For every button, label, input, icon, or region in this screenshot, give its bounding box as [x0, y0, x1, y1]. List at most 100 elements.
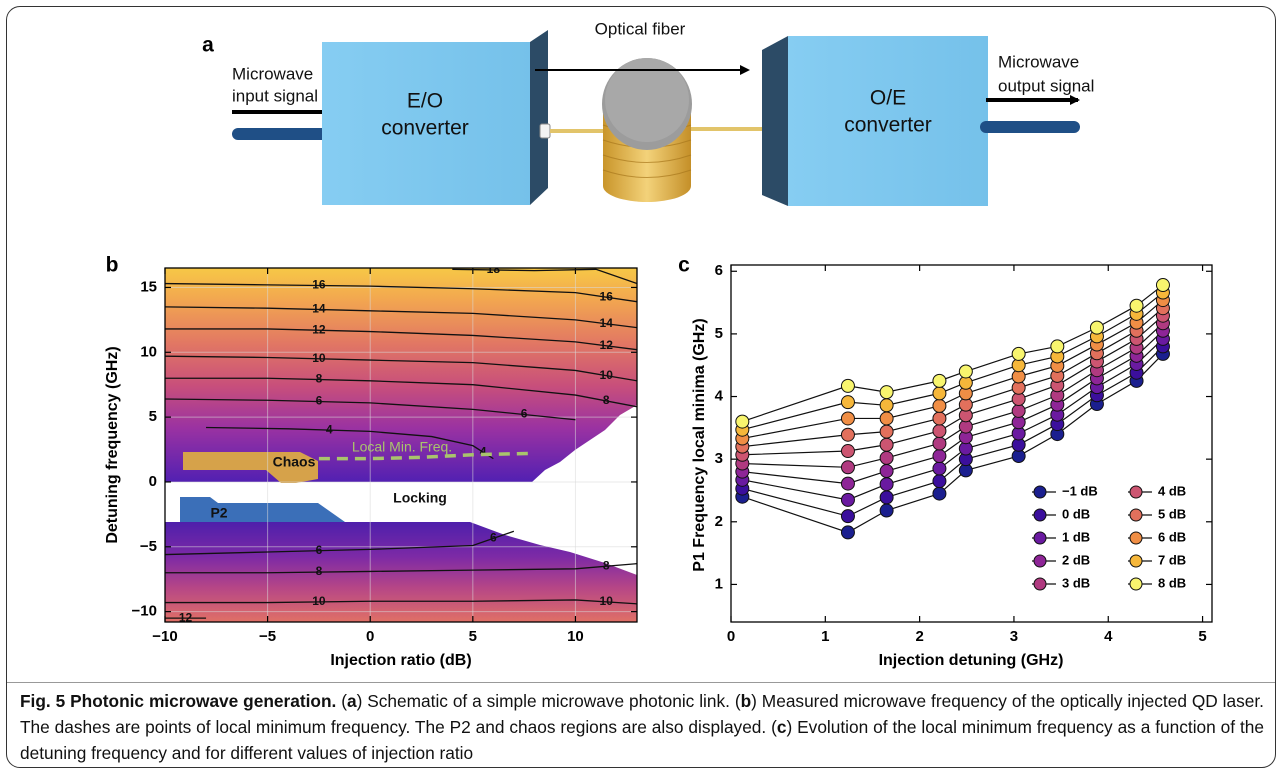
series-line: [742, 307, 1164, 448]
legend-marker: [1129, 554, 1143, 568]
data-point: [879, 490, 894, 505]
data-point: [840, 492, 855, 507]
contour-label: 14: [312, 302, 326, 316]
eo-label: converter: [381, 117, 469, 140]
series-line: [742, 299, 1164, 440]
fiber-spool: [603, 170, 691, 202]
series-line: [742, 330, 1164, 485]
y-tick-label: 15: [140, 278, 157, 295]
data-point: [879, 424, 894, 439]
y-tick-label: 1: [715, 575, 723, 592]
contour-label: 10: [600, 368, 614, 382]
legend-label: 5 dB: [1158, 506, 1186, 521]
data-point: [879, 477, 894, 492]
output-label: Microwave: [998, 52, 1079, 71]
panel-label: a: [202, 34, 214, 57]
data-point: [879, 464, 894, 479]
data-point: [932, 449, 947, 464]
x-tick-label: 5: [469, 628, 477, 645]
oe-label: O/E: [870, 87, 906, 110]
data-point: [932, 423, 947, 438]
oe-converter-side: [762, 36, 788, 206]
contour-label: 10: [312, 351, 326, 365]
x-tick-label: 2: [915, 628, 923, 645]
y-tick-label: 5: [715, 325, 723, 342]
data-point: [840, 444, 855, 459]
series-line: [742, 284, 1164, 423]
contour-line: [165, 398, 576, 421]
data-point: [932, 398, 947, 413]
data-point: [958, 364, 973, 379]
y-axis-title: Detuning frequency (GHz): [104, 346, 121, 543]
panel-label: c: [678, 254, 690, 277]
caption-text: ) Measured microwave frequency of the op…: [20, 691, 1264, 737]
data-point: [1011, 403, 1026, 418]
series-line: [742, 315, 1164, 456]
caption-text: a: [346, 691, 357, 711]
x-axis-title: Injection detuning (GHz): [879, 652, 1064, 669]
eo-label: E/O: [407, 90, 443, 113]
legend-label: 4 dB: [1158, 483, 1186, 498]
contour-label: 6: [490, 531, 497, 545]
data-point: [840, 476, 855, 491]
y-axis-title: P1 Frequency local minima (GHz): [691, 318, 708, 571]
contour-label: 10: [600, 594, 614, 608]
contour-label: 8: [316, 564, 323, 578]
region-chaos: [183, 452, 318, 483]
legend-label: 1 dB: [1062, 529, 1090, 544]
data-point: [932, 461, 947, 476]
legend-marker: [1129, 531, 1143, 545]
data-point: [840, 395, 855, 410]
region-p2: [180, 497, 345, 522]
plot-frame: [730, 264, 1213, 623]
legend-marker: [1129, 508, 1143, 522]
eo-converter: [322, 42, 530, 205]
input-cable: [232, 128, 332, 140]
contour-label: 4: [326, 422, 333, 436]
x-tick-label: 5: [1198, 628, 1206, 645]
contour-label: 12: [600, 338, 614, 352]
data-point: [932, 411, 947, 426]
x-tick-label: 0: [727, 628, 735, 645]
y-tick-label: 3: [715, 450, 723, 467]
region-lower: [165, 522, 637, 622]
data-point: [840, 427, 855, 442]
oe-label: converter: [844, 114, 932, 137]
contour-line: [165, 563, 637, 574]
contour-label: 16: [312, 278, 326, 292]
data-point: [932, 486, 947, 501]
connector: [539, 123, 551, 139]
legend-label: 8 dB: [1158, 575, 1186, 590]
data-point: [735, 414, 750, 429]
data-point: [879, 385, 894, 400]
contour-label: 4: [480, 444, 487, 458]
contour-label: 12: [312, 322, 326, 336]
series-lines: [735, 278, 1170, 540]
axes: −10 −5 0 5 10 −10 −5 0 5 10 15: [132, 268, 637, 645]
contour-line: [165, 282, 637, 303]
y-tick-label: 5: [149, 408, 157, 425]
legend-marker: [1033, 485, 1047, 499]
x-tick-label: 4: [1104, 628, 1113, 645]
annotation: Local Min. Freq.: [352, 439, 452, 455]
data-point: [1050, 339, 1065, 354]
caption-rule: [7, 682, 1275, 683]
x-tick-label: 10: [567, 628, 584, 645]
contour-label: 8: [316, 372, 323, 386]
contour-label: 8: [603, 558, 610, 572]
contour-line: [165, 530, 515, 556]
contour-line: [165, 328, 637, 351]
legend: −1 dB 0 dB 1 dB 2 dB 3 dB 4 dB 5 dB 6 dB 7 dB 8 d…: [1032, 483, 1186, 591]
axes: 0 1 2 3 4 5 1 2 3 4 5 6: [715, 262, 1212, 645]
contour-label: 8: [603, 393, 610, 407]
contour-label: 6: [521, 407, 528, 421]
figure-frame: [6, 6, 1276, 768]
data-point: [1155, 278, 1170, 293]
region-label: P2: [210, 505, 227, 521]
legend-marker: [1033, 531, 1047, 545]
legend-marker: [1033, 508, 1047, 522]
contour-label: 14: [600, 316, 614, 330]
y-tick-label: 10: [140, 343, 157, 360]
